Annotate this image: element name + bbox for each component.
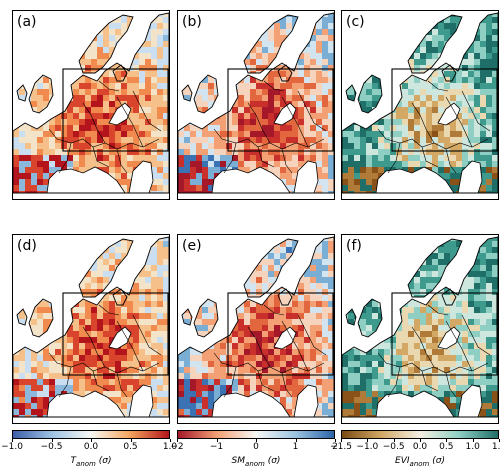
panel-label: (b): [182, 14, 202, 30]
europe-map: [342, 12, 498, 194]
colorbar-label-temperature: Tanom (σ): [70, 456, 112, 468]
colorbar-tick-mark: [256, 439, 257, 442]
colorbar-tick-label: −2: [170, 442, 184, 452]
map-panel-c: (c): [341, 10, 499, 200]
europe-map: [13, 12, 169, 194]
colorbar-tick-label: 2: [332, 442, 338, 452]
colorbar-tick-label: 1.5: [491, 442, 500, 452]
map-panel-b: (b): [177, 10, 335, 200]
colorbar-tick-label: 0.0: [412, 442, 428, 452]
colorbar-tick-mark: [367, 439, 369, 442]
map-panel-e: (e): [177, 234, 335, 424]
colorbar-tick-mark: [177, 439, 178, 442]
europe-map: [178, 236, 334, 418]
colorbar-tick-mark: [420, 439, 421, 442]
panel-label: (d): [17, 238, 37, 254]
colorbar-tick-mark: [170, 439, 171, 442]
colorbar-tick-mark: [472, 439, 474, 442]
colorbar-tick-label: 0: [253, 442, 259, 452]
europe-map: [342, 236, 498, 418]
panel-label: (c): [346, 14, 365, 30]
panel-label: (f): [346, 238, 362, 254]
colorbar-tick-label: 0.5: [439, 442, 454, 452]
colorbar-tick-mark: [446, 439, 448, 442]
colorbar-tick-label: 1.0: [162, 442, 178, 452]
europe-map: [178, 12, 334, 194]
colorbar-tick-label: 1.0: [465, 442, 480, 452]
colorbar-tick-label: −0.5: [382, 442, 405, 452]
colorbar-tick-label: −1.0: [1, 442, 23, 452]
colorbar-evi: [341, 430, 499, 439]
colorbar-tick-mark: [335, 439, 336, 442]
colorbar-tick-label: 0.5: [123, 442, 138, 452]
colorbar-tick-label: 0.0: [83, 442, 99, 452]
map-panel-d: (d): [12, 234, 170, 424]
colorbar-label-soil-moisture: SManom (σ): [231, 456, 281, 468]
colorbar-tick-label: −1.0: [356, 442, 379, 452]
colorbar-tick-mark: [216, 439, 218, 442]
colorbar-tick-mark: [12, 439, 13, 442]
colorbar-tick-mark: [51, 439, 53, 442]
colorbar-tick-label: 1: [292, 442, 299, 452]
colorbar-tick-mark: [341, 439, 342, 442]
colorbar-tick-label: −1.5: [330, 442, 352, 452]
map-panel-f: (f): [341, 234, 499, 424]
colorbar-tick-mark: [393, 439, 395, 442]
colorbar-soil-moisture: [177, 430, 335, 439]
colorbar-label-evi: EVIanom (σ): [395, 456, 445, 468]
colorbar-tick-label: −1: [209, 442, 224, 452]
panel-label: (a): [17, 14, 37, 30]
colorbar-tick-label: −0.5: [40, 442, 63, 452]
map-panel-a: (a): [12, 10, 170, 200]
europe-map: [13, 236, 169, 418]
colorbar-tick-mark: [91, 439, 92, 442]
colorbar-temperature: [12, 430, 170, 439]
colorbar-tick-mark: [130, 439, 132, 442]
panel-label: (e): [182, 238, 202, 254]
colorbar-tick-mark: [295, 439, 297, 442]
